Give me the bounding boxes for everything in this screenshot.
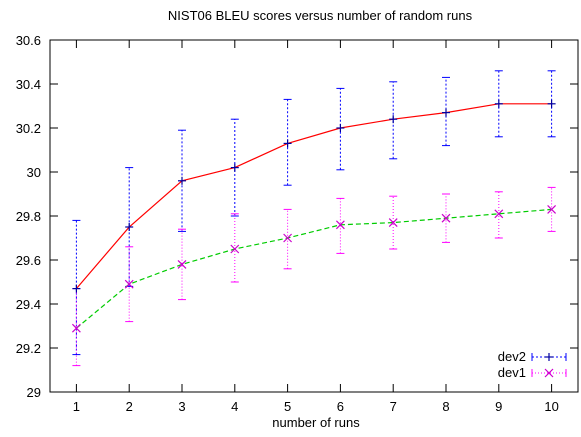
series-dev2-point-1: [125, 223, 134, 231]
legend-marker-dev1: [544, 368, 554, 378]
chart-title: NIST06 BLEU scores versus number of rand…: [168, 8, 473, 23]
series-dev1-point-6: [388, 218, 398, 228]
x-tick-label-7: 8: [442, 399, 449, 414]
x-tick-label-9: 10: [544, 399, 558, 414]
x-axis-label: number of runs: [272, 415, 360, 430]
series-dev1-point-6-b: [388, 218, 398, 228]
series-dev2-point-7: [442, 108, 450, 117]
y-tick-label-1: 29.2: [16, 341, 41, 356]
x-tick-label-6: 7: [390, 399, 397, 414]
series-dev1-point-0: [71, 323, 81, 333]
y-axis: 29 29.2 29.4 29.6 29.8 30 30.2 30.4 30.6: [16, 33, 578, 400]
error-bars: [72, 70, 556, 367]
series-dev1-point-8-b: [494, 209, 504, 219]
series-dev1-point-3-b: [230, 244, 240, 254]
data-markers: [71, 99, 557, 333]
x-tick-label-8: 9: [495, 399, 502, 414]
y-tick-label-3: 29.6: [16, 253, 41, 268]
series-dev1-point-4-b: [283, 233, 293, 243]
series-lines: [75, 103, 552, 329]
series-dev1-point-7-b: [441, 213, 451, 223]
y-tick-label-6: 30.2: [16, 121, 41, 136]
legend-label-dev1: dev1: [498, 365, 526, 380]
series-dev1-point-0-b: [71, 323, 81, 333]
x-tick-label-5: 6: [337, 399, 344, 414]
legend-label-dev2: dev2: [498, 349, 526, 364]
x-tick-label-4: 5: [284, 399, 291, 414]
x-tick-label-2: 3: [178, 399, 185, 414]
series-dev1-point-8: [494, 209, 504, 219]
series-dev1-line: [76, 208, 552, 329]
series-dev2-point-9: [547, 99, 556, 108]
series-dev1-point-2-b: [177, 259, 187, 269]
y-tick-label-4: 29.8: [16, 209, 41, 224]
series-dev2-point-8: [494, 99, 503, 108]
x-tick-label-0: 1: [73, 399, 80, 414]
series-dev1-point-3: [230, 244, 240, 254]
x-tick-label-1: 2: [126, 399, 133, 414]
series-dev2-point-4: [283, 139, 292, 148]
series-dev2-line: [75, 103, 552, 289]
series-dev1-point-1: [124, 279, 134, 289]
y-tick-label-0: 29: [27, 385, 41, 400]
series-dev2-point-5: [336, 124, 345, 132]
series-dev1-point-7: [441, 213, 451, 223]
y-tick-label-2: 29.4: [16, 297, 41, 312]
series-dev1-point-2: [177, 259, 187, 269]
series-dev2-point-3: [230, 163, 239, 172]
legend-marker-dev1-b: [544, 368, 554, 378]
y-tick-label-8: 30.6: [16, 33, 41, 48]
series-dev2-point-2: [178, 176, 186, 185]
series-dev1-point-5-b: [335, 220, 345, 230]
legend-marker-dev2: [545, 353, 553, 361]
x-axis: 1 2 3 4 5 6 7 8 9 10: [73, 40, 559, 414]
series-dev1-point-9: [547, 204, 557, 214]
series-dev1-point-4: [283, 233, 293, 243]
series-dev1-point-9-b: [547, 204, 557, 214]
y-tick-label-7: 30.4: [16, 77, 41, 92]
series-dev2-point-0: [72, 284, 81, 293]
series-dev2-point-6: [389, 115, 398, 124]
series-dev1-point-1-b: [124, 279, 134, 289]
y-tick-label-5: 30: [27, 165, 41, 180]
series-dev1-point-5: [335, 220, 345, 230]
x-tick-label-3: 4: [231, 399, 238, 414]
